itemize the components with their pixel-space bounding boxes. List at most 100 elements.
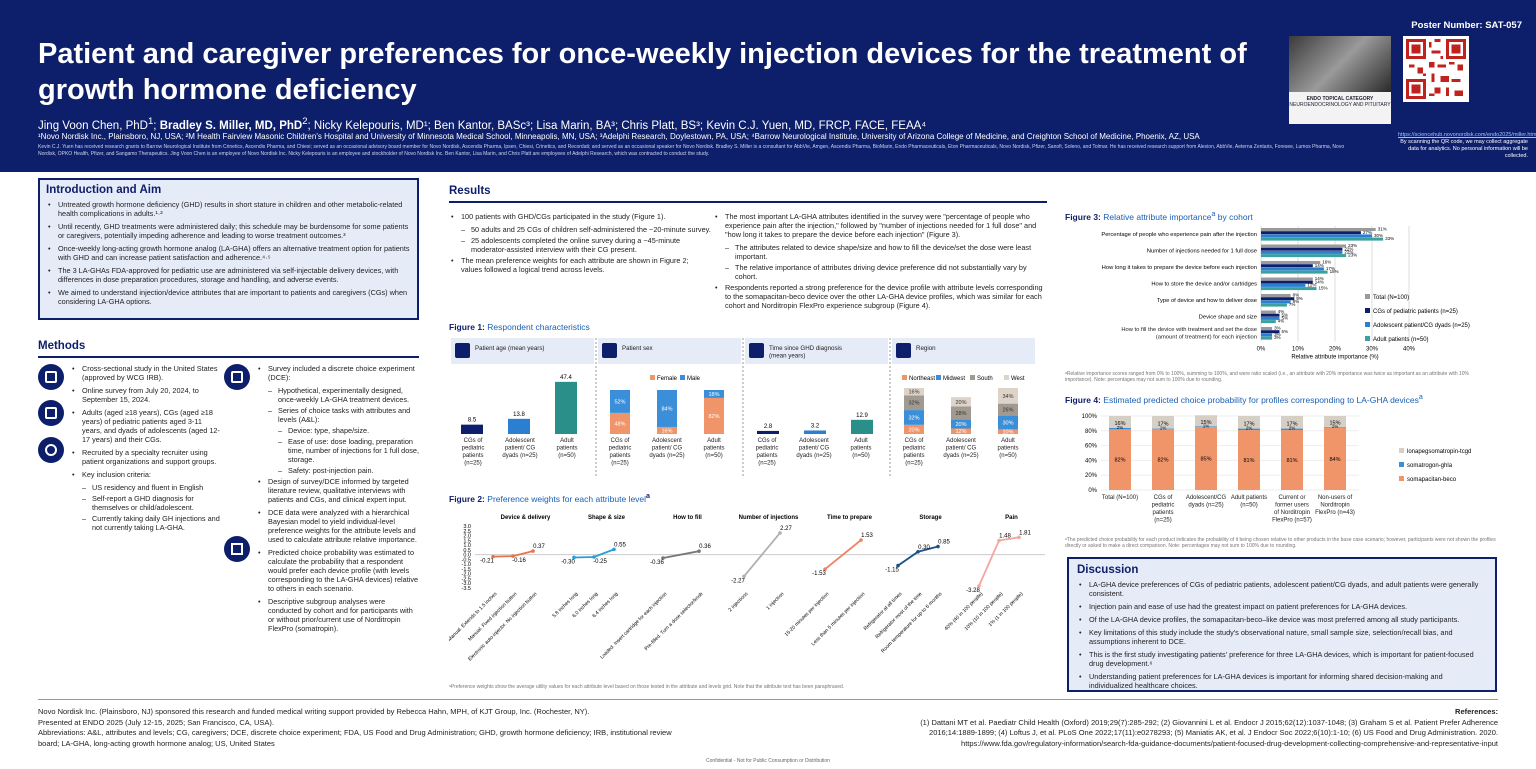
results-col-1: 100 patients with GHD/CGs participated i…: [449, 212, 711, 278]
figure-4-lonapeg-label: 17%: [1286, 421, 1297, 427]
reference-link[interactable]: https://www.fda.gov/regulatory-informati…: [961, 738, 1498, 748]
intro-bullet: We aimed to understand injection/device …: [46, 288, 411, 306]
methods-bullet: Key inclusion criteria:: [70, 470, 220, 479]
figure-2-value-label: 0.30: [918, 545, 930, 551]
figure-1-region-label: 20%: [955, 400, 966, 406]
figure-4-lonapeg-label: 16%: [1114, 421, 1125, 427]
figure-3-bar: [1261, 303, 1287, 307]
figure-3-legend-label: Total (N=100): [1373, 295, 1409, 301]
calendar-icon: [38, 400, 64, 426]
figure-1-region-legend-label: Northeast: [909, 376, 935, 382]
figure-4-lonapeg-bar: [1195, 415, 1217, 427]
figure-3-legend-swatch: [1365, 322, 1370, 327]
figure-1-region-segment: [998, 388, 1018, 404]
figure-4-category-label: Non-users of: [1318, 495, 1353, 501]
figure-3-bar: [1261, 237, 1384, 241]
intro-heading: Introduction and Aim: [46, 184, 162, 196]
figure-4-somapacitan-bar: [1109, 429, 1131, 490]
figure-3-bar: [1261, 327, 1273, 330]
figure-3-bar: [1261, 264, 1313, 268]
figure-1-group-label: pediatric: [903, 446, 926, 452]
figure-4-lonapeg-label: 17%: [1243, 421, 1254, 427]
figure-4-somatrogon-label: 1%: [1203, 423, 1210, 428]
figure-1-region-legend-swatch: [936, 375, 941, 380]
discussion-bullet: This is the first study investigating pa…: [1077, 650, 1487, 668]
figure-1-group-label: patients: [462, 453, 483, 459]
figure-4-somapacitan-bar: [1324, 427, 1346, 490]
figure-2-value-label: 1.48: [999, 533, 1011, 539]
results-col-2: The most important LA-GHA attributes ide…: [713, 212, 1043, 314]
author-1: Jing Voon Chen, PhD: [38, 119, 148, 132]
figure-1-group-label: CGs of: [905, 438, 924, 444]
figure-3-legend-swatch: [1365, 336, 1370, 341]
figure-3-title: Figure 3: Relative attribute importancea…: [1065, 210, 1253, 222]
figure-1-male-bar: [657, 390, 677, 427]
qr-url-link[interactable]: https://sciencehub.novonordisk.com/endo2…: [1398, 132, 1536, 138]
figure-3-bar: [1261, 283, 1306, 287]
qr-link-block: https://sciencehub.novonordisk.com/endo2…: [1398, 132, 1536, 160]
presented-note: Presented at ENDO 2025 (July 12-15, 2025…: [38, 717, 274, 727]
figure-3-bar: [1261, 277, 1313, 281]
results-bullet: The mean preference weights for each att…: [449, 256, 711, 274]
figure-3-bar-label: 22%: [1344, 250, 1353, 255]
bar-chart-icon: [224, 536, 250, 562]
figure-1-region-segment: [998, 403, 1018, 416]
figure-2-point: [823, 567, 827, 572]
figure-4-category-label: Total (N=100): [1102, 495, 1138, 501]
figure-3-attribute-label: How to fill the device with treatment an…: [1121, 327, 1257, 333]
discussion-bullet: Understanding patient preferences for LA…: [1077, 672, 1487, 690]
figure-1-male-bar: [704, 390, 724, 398]
figure-2-level-label: 10% (10 in 100 people): [964, 591, 1005, 632]
results-bullet: 50 adults and 25 CGs of children self-ad…: [449, 225, 711, 234]
figure-1-region-segment: [951, 406, 971, 420]
discussion-heading: Discussion: [1077, 564, 1139, 576]
figure-1-region-label: 10%: [1002, 430, 1013, 436]
figure-2-ytick: 0.5: [463, 548, 471, 554]
calendar-icon: [455, 343, 470, 358]
figure-3-bar: [1261, 244, 1347, 248]
figure-3-bar-label: 17%: [1326, 266, 1335, 271]
figure-3-bar: [1261, 313, 1280, 317]
figure-1-panel-title: (mean years): [769, 353, 805, 360]
figure-3-bar: [1261, 267, 1324, 271]
figure-3-bar: [1261, 270, 1328, 274]
discussion-bullet: Injection pain and ease of use had the g…: [1077, 602, 1487, 611]
figure-1-region-legend-swatch: [902, 375, 907, 380]
figure-1-region-segment: [951, 428, 971, 434]
figure-3-legend-label: CGs of pediatric patients (n=25): [1373, 309, 1458, 315]
figure-3-bar-label: 3%: [1274, 335, 1281, 340]
figure-1-group-label: dyads (n=25): [502, 453, 537, 459]
figure-3-label: Figure 3:: [1065, 211, 1101, 222]
figure-2-value-label: -0.36: [650, 560, 664, 566]
figure-2-ytick: 1.5: [463, 538, 471, 544]
figure-1-group-label: Adult: [1001, 438, 1015, 444]
figure-4-ytick: 60%: [1085, 444, 1098, 450]
figure-4-somatrogon-bar: [1238, 428, 1260, 431]
methods-divider: [38, 356, 419, 358]
figure-1-group-label: (n=50): [852, 453, 870, 459]
figure-3-bar: [1261, 231, 1361, 235]
figure-2-group-title: Pain: [1005, 515, 1018, 521]
brain-image: [1289, 36, 1391, 92]
figure-4-lonapeg-label: 15%: [1200, 420, 1211, 426]
figure-3-bar: [1261, 254, 1347, 258]
discussion-list: LA-GHA device preferences of CGs of pedi…: [1077, 580, 1487, 690]
figure-1-group-label: Adult: [707, 438, 721, 444]
figure-4-somatrogon-bar: [1281, 428, 1303, 431]
figure-2-value-label: 1.81: [1019, 530, 1031, 536]
figure-1-region-label: 34%: [1002, 394, 1013, 400]
poster-number: Poster Number: SAT-057: [1411, 20, 1522, 31]
figure-4-ytick: 80%: [1085, 429, 1098, 435]
figure-3-bar-label: 4%: [1278, 309, 1285, 314]
qr-code-icon[interactable]: [1403, 36, 1469, 102]
figure-3-legend-swatch: [1365, 294, 1370, 299]
affiliations: ¹Novo Nordisk Inc., Plainsboro, NJ, USA;…: [38, 132, 1200, 141]
figure-1-group-label: patient/ CG: [505, 446, 536, 452]
figure-2-point: [859, 538, 863, 542]
figure-1-region-label: 32%: [908, 401, 919, 407]
figure-1-panel-header: [892, 338, 1035, 364]
figure-1-female-bar: [657, 426, 677, 434]
figure-4-somatrogon-label: 2%: [1117, 425, 1124, 430]
figure-2-value-label: -0.30: [561, 559, 575, 565]
figure-4-ytick: 100%: [1082, 414, 1098, 420]
